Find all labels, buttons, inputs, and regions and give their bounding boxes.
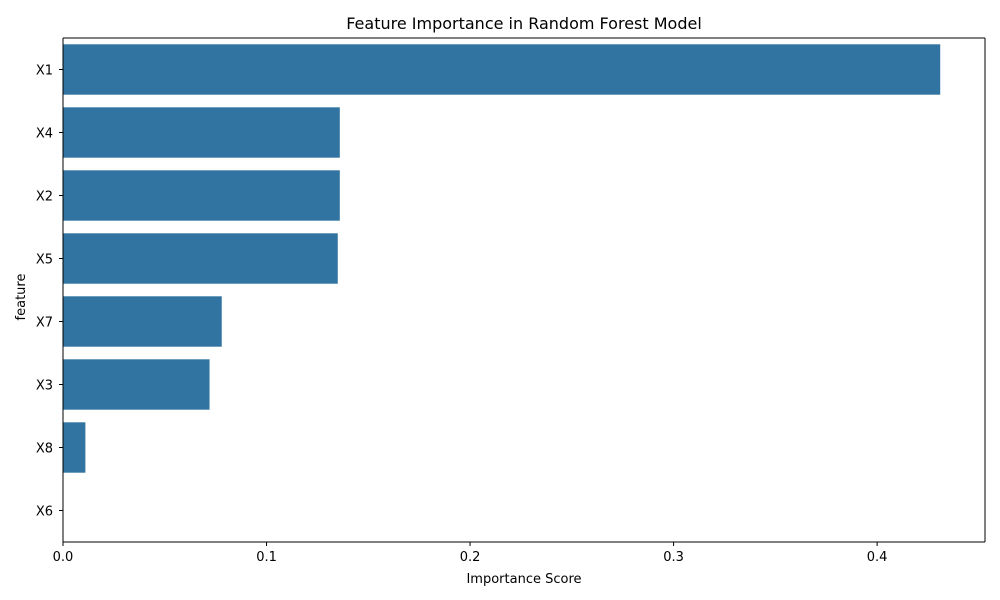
y-tick-label: X5 [36,253,53,268]
bar-x2 [63,170,340,221]
chart-title: Feature Importance in Random Forest Mode… [346,14,702,33]
bar-x3 [63,359,210,410]
y-tick-label: X7 [36,316,53,331]
x-tick-label: 0.2 [460,550,481,565]
x-tick-label: 0.3 [663,550,684,565]
axes-frame [62,37,986,543]
x-tick-label: 0.1 [256,550,277,565]
x-tick-label: 0.0 [53,550,74,565]
y-tick-label: X1 [36,64,53,79]
x-tick-label: 0.4 [867,550,888,565]
bars-group [63,44,941,473]
bar-x5 [63,233,338,284]
y-axis-label: feature [14,274,29,321]
y-tick-label: X6 [36,505,53,520]
y-ticks-group: X1 X4 X2 X5 X7 X3 X8 X6 [36,64,63,520]
bar-x8 [63,422,86,473]
bar-x1 [63,44,941,95]
x-axis-label: Importance Score [466,572,581,587]
y-tick-label: X3 [36,379,53,394]
bar-x4 [63,107,340,158]
y-tick-label: X4 [36,127,53,142]
x-ticks-group: 0.0 0.1 0.2 0.3 0.4 [53,542,888,565]
bar-x7 [63,296,222,347]
y-tick-label: X2 [36,190,53,205]
y-tick-label: X8 [36,442,53,457]
